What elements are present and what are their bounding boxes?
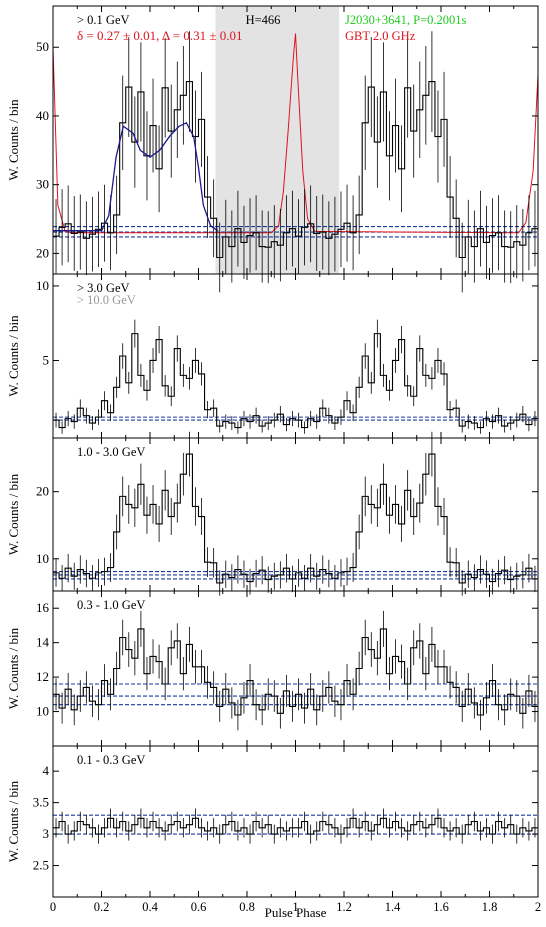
y-axis-label: W. Counts / bin xyxy=(6,780,21,862)
y-tick-label: 16 xyxy=(36,600,50,615)
y-tick-label: 12 xyxy=(36,669,49,684)
y-tick-label: 30 xyxy=(36,177,49,192)
x-tick-label: 0 xyxy=(50,900,56,914)
fit-curve-line xyxy=(53,121,219,232)
histogram-line xyxy=(53,333,538,429)
energy-band-label: > 0.1 GeV xyxy=(77,13,130,27)
htest-label: H=466 xyxy=(246,13,281,27)
y-tick-label: 20 xyxy=(36,484,49,499)
energy-band-label-gray: > 10.0 GeV xyxy=(77,293,136,307)
y-axis-label: W. Counts / bin xyxy=(6,99,21,181)
histogram-line xyxy=(53,628,538,716)
y-tick-label: 14 xyxy=(36,635,50,650)
y-tick-label: 40 xyxy=(36,108,49,123)
x-tick-label: 1.2 xyxy=(336,900,352,914)
panel-3 xyxy=(52,431,539,596)
y-tick-label: 50 xyxy=(36,39,49,54)
panel-4 xyxy=(52,590,539,747)
y-tick-label: 10 xyxy=(36,704,49,719)
x-tick-label: 0.2 xyxy=(94,900,110,914)
x-tick-label: 1.8 xyxy=(482,900,498,914)
y-tick-label: 4 xyxy=(43,763,50,778)
y-tick-label: 10 xyxy=(36,551,49,566)
panel-frame xyxy=(52,590,539,747)
x-tick-label: 1 xyxy=(292,900,298,914)
x-tick-label: 0.6 xyxy=(191,900,207,914)
y-tick-label: 10 xyxy=(36,278,49,293)
x-tick-label: 2 xyxy=(535,900,541,914)
y-axis-label: W. Counts / bin xyxy=(6,473,21,555)
y-tick-label: 3.5 xyxy=(33,795,49,810)
x-axis-title: Pulse Phase xyxy=(265,905,327,920)
energy-band-label: 0.3 - 1.0 GeV xyxy=(77,598,145,612)
y-axis-label: W. Counts / bin xyxy=(6,315,21,397)
histogram-line xyxy=(53,453,538,584)
offpulse-region xyxy=(215,6,340,274)
y-tick-label: 2.5 xyxy=(33,858,49,873)
energy-band-label: 1.0 - 3.0 GeV xyxy=(77,445,145,459)
y-axis-label: W. Counts / bin xyxy=(6,627,21,709)
radio-band-label: GBT 2.0 GHz xyxy=(345,29,416,43)
fit-parameters-label: δ = 0.27 ± 0.01, Δ = 0.31 ± 0.01 xyxy=(77,28,242,43)
x-tick-label: 1.4 xyxy=(385,900,401,914)
y-tick-label: 3 xyxy=(43,826,50,841)
x-tick-label: 0.4 xyxy=(142,900,158,914)
energy-band-label: 0.1 - 0.3 GeV xyxy=(77,753,145,767)
x-tick-label: 1.6 xyxy=(433,900,449,914)
histogram-line xyxy=(53,817,538,835)
y-tick-label: 5 xyxy=(43,352,50,367)
x-tick-label: 0.8 xyxy=(239,900,255,914)
pulsar-name-label: J2030+3641, P=0.2001s xyxy=(345,13,467,27)
panel-1 xyxy=(52,5,539,293)
panel-5 xyxy=(52,745,539,898)
panel-frame xyxy=(52,437,539,592)
y-tick-label: 20 xyxy=(36,245,49,260)
energy-band-label: > 3.0 GeV xyxy=(77,281,130,295)
